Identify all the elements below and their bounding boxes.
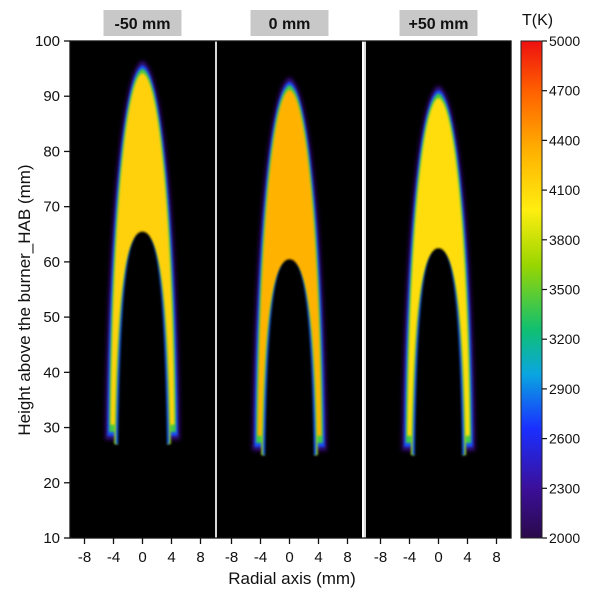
flame xyxy=(105,60,180,450)
colorbar-label: T(K) xyxy=(522,12,553,29)
y-tick-label: 10 xyxy=(43,530,60,547)
colorbar-tick-label: 4400 xyxy=(549,132,580,148)
colorbar-tick-label: 2000 xyxy=(549,530,580,546)
y-tick-label: 80 xyxy=(43,143,60,160)
plot-frame xyxy=(69,40,512,539)
panel-separator xyxy=(364,41,366,538)
colorbar-tick-label: 3500 xyxy=(549,282,580,298)
y-tick-label: 40 xyxy=(43,364,60,381)
y-tick-label: 90 xyxy=(43,88,60,105)
flame xyxy=(401,85,476,461)
panel-title: -50 mm xyxy=(103,10,182,36)
x-tick-label: -8 xyxy=(225,549,238,566)
panel-title: 0 mm xyxy=(250,10,329,36)
panel-separator xyxy=(215,41,217,538)
x-tick-label: -8 xyxy=(374,549,387,566)
x-tick-label: 4 xyxy=(314,549,322,566)
colorbar-tick-label: 5000 xyxy=(549,33,580,49)
x-tick-label: 0 xyxy=(285,549,293,566)
y-tick-label: 50 xyxy=(43,309,60,326)
colorbar: 2000 2300 2600 2900 3200 3500 3800 4100 4400 4700… xyxy=(520,12,580,546)
x-tick-label: -4 xyxy=(403,549,416,566)
x-axis-label: Radial axis (mm) xyxy=(228,569,356,588)
flame-panel: +50 mm xyxy=(366,10,511,538)
x-tick-label: -4 xyxy=(107,549,120,566)
panel-title-text: -50 mm xyxy=(114,16,170,33)
colorbar-tick-label: 2900 xyxy=(549,381,580,397)
panel-title-text: 0 mm xyxy=(269,16,311,33)
flame-inner-cold xyxy=(414,248,463,461)
flame-inner-cold xyxy=(117,231,168,450)
flame-panel: 0 mm xyxy=(217,10,362,538)
y-axis: 10 20 30 40 50 60 70 80 90 100 xyxy=(35,33,70,547)
colorbar-ticks: 2000 2300 2600 2900 3200 3500 3800 4100 4400 4700… xyxy=(542,33,580,546)
x-tick-label: 8 xyxy=(492,549,500,566)
x-tick-label: -4 xyxy=(254,549,267,566)
flame-panel: -50 mm xyxy=(70,10,215,538)
x-tick-label: 4 xyxy=(463,549,471,566)
x-tick-label: 0 xyxy=(434,549,442,566)
flame xyxy=(252,77,327,461)
panels-layer: -50 mm 0 mm +50 mm xyxy=(69,10,512,539)
panel-title: +50 mm xyxy=(399,10,478,36)
x-tick-label: 8 xyxy=(196,549,204,566)
colorbar-gradient xyxy=(520,40,543,539)
x-tick-label: 8 xyxy=(343,549,351,566)
y-axis-label: Height above the burner_HAB (mm) xyxy=(15,164,34,435)
colorbar-tick-label: 3800 xyxy=(549,232,580,248)
x-tick-label: -8 xyxy=(78,549,91,566)
y-tick-label: 60 xyxy=(43,254,60,271)
panel-title-text: +50 mm xyxy=(408,16,468,33)
colorbar-tick-label: 4100 xyxy=(549,182,580,198)
flame-inner-cold xyxy=(264,259,315,461)
panel-title-box xyxy=(250,10,329,36)
panel-title-box xyxy=(399,10,478,36)
y-tick-label: 20 xyxy=(43,475,60,492)
panel-title-box xyxy=(103,10,182,36)
colorbar-tick-label: 2300 xyxy=(549,480,580,496)
x-tick-label: 4 xyxy=(167,549,175,566)
x-axis: -8 -4 0 4 8 -8 -4 0 4 8 -8 -4 0 4 8 xyxy=(78,538,501,566)
colorbar-tick-label: 3200 xyxy=(549,331,580,347)
colorbar-tick-label: 4700 xyxy=(549,83,580,99)
y-tick-label: 70 xyxy=(43,199,60,216)
x-tick-label: 0 xyxy=(138,549,146,566)
y-tick-label: 30 xyxy=(43,420,60,437)
y-tick-label: 100 xyxy=(35,33,60,50)
colorbar-tick-label: 2600 xyxy=(549,431,580,447)
